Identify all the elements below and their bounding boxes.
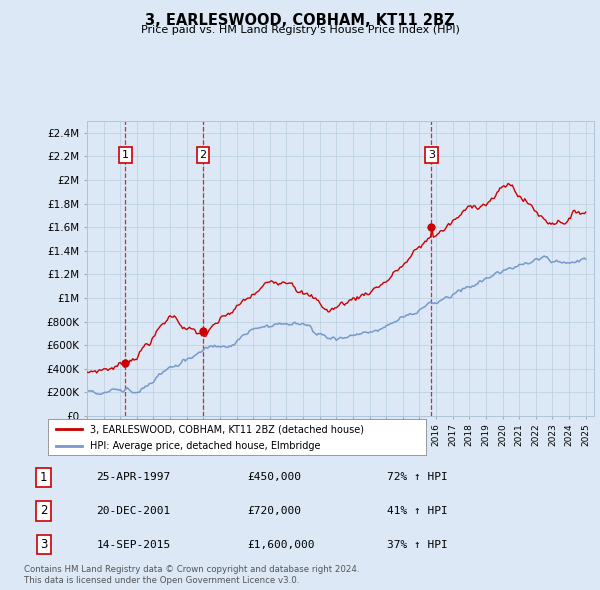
Text: £450,000: £450,000	[247, 473, 301, 483]
Text: £720,000: £720,000	[247, 506, 301, 516]
Text: Price paid vs. HM Land Registry's House Price Index (HPI): Price paid vs. HM Land Registry's House …	[140, 25, 460, 35]
Text: 41% ↑ HPI: 41% ↑ HPI	[387, 506, 448, 516]
Text: Contains HM Land Registry data © Crown copyright and database right 2024.
This d: Contains HM Land Registry data © Crown c…	[24, 565, 359, 585]
Text: 1: 1	[122, 150, 129, 160]
Text: 2: 2	[40, 504, 47, 517]
Text: 72% ↑ HPI: 72% ↑ HPI	[387, 473, 448, 483]
Text: 1: 1	[40, 471, 47, 484]
Text: 3: 3	[428, 150, 435, 160]
Text: 3: 3	[40, 538, 47, 551]
Text: 37% ↑ HPI: 37% ↑ HPI	[387, 539, 448, 549]
Text: 3, EARLESWOOD, COBHAM, KT11 2BZ (detached house): 3, EARLESWOOD, COBHAM, KT11 2BZ (detache…	[89, 424, 364, 434]
Text: 2: 2	[199, 150, 206, 160]
Text: 14-SEP-2015: 14-SEP-2015	[97, 539, 171, 549]
Text: HPI: Average price, detached house, Elmbridge: HPI: Average price, detached house, Elmb…	[89, 441, 320, 451]
Text: 25-APR-1997: 25-APR-1997	[97, 473, 171, 483]
Text: 3, EARLESWOOD, COBHAM, KT11 2BZ: 3, EARLESWOOD, COBHAM, KT11 2BZ	[145, 13, 455, 28]
Text: 20-DEC-2001: 20-DEC-2001	[97, 506, 171, 516]
Text: £1,600,000: £1,600,000	[247, 539, 315, 549]
